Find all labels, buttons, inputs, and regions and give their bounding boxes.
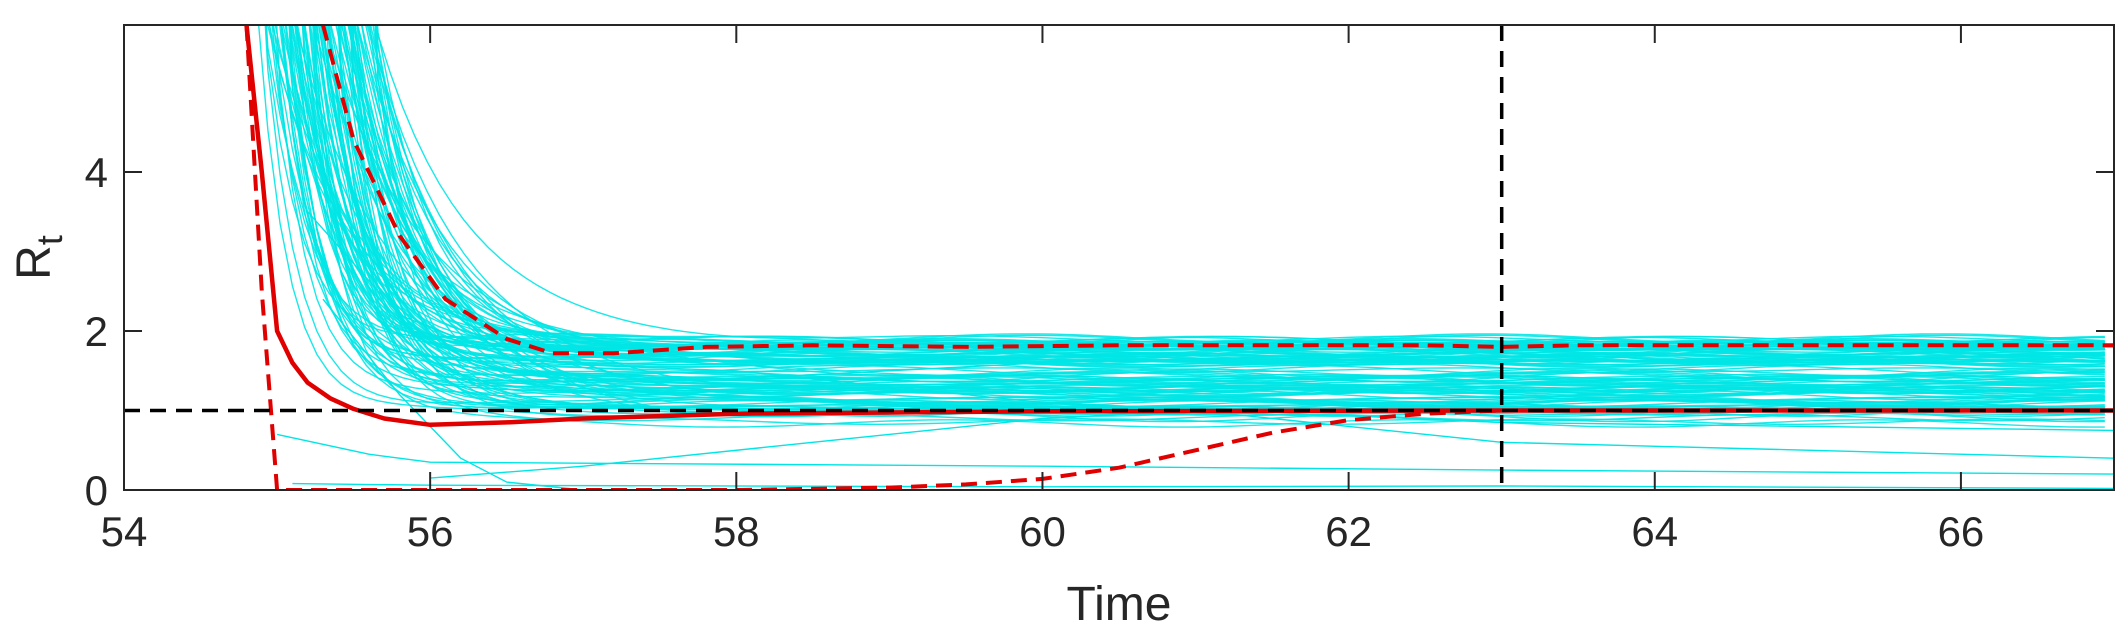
sample-line bbox=[285, 25, 2105, 365]
sample-line bbox=[338, 25, 2105, 347]
axes-box bbox=[123, 24, 2115, 491]
sample-line bbox=[268, 25, 2105, 347]
sample-line bbox=[375, 25, 2105, 358]
sample-line bbox=[374, 25, 2105, 358]
x-tick-label: 64 bbox=[1631, 508, 1678, 555]
y-tick-label: 0 bbox=[85, 467, 108, 514]
sample-line bbox=[327, 25, 2105, 392]
sample-line bbox=[320, 25, 2105, 345]
sample-line bbox=[321, 25, 2105, 353]
sample-line bbox=[324, 25, 2105, 362]
sample-line bbox=[330, 25, 2105, 366]
upper-bound-line bbox=[321, 25, 2114, 356]
sample-line bbox=[294, 25, 2105, 347]
sample-line bbox=[348, 25, 2105, 351]
sample-line bbox=[374, 25, 2105, 357]
reference-lines bbox=[124, 25, 2114, 490]
x-tick-label: 54 bbox=[101, 508, 148, 555]
sample-line bbox=[343, 25, 2105, 365]
sample-line bbox=[338, 25, 2105, 351]
sample-line bbox=[313, 25, 2105, 351]
sample-line bbox=[296, 25, 2105, 351]
sample-line bbox=[354, 25, 2105, 366]
sample-line bbox=[341, 25, 2105, 364]
sample-line bbox=[337, 25, 2105, 380]
sample-line bbox=[372, 25, 2105, 366]
plot-area bbox=[124, 25, 2114, 490]
sample-line bbox=[272, 25, 2105, 373]
y-axis-label: Rt bbox=[8, 235, 70, 280]
sample-line bbox=[360, 25, 2105, 366]
sample-line bbox=[282, 25, 2105, 350]
sample-line bbox=[295, 25, 2105, 358]
sample-line bbox=[335, 25, 2105, 347]
sample-line bbox=[361, 25, 2105, 364]
sample-line bbox=[280, 25, 2105, 353]
sample-line bbox=[322, 25, 2105, 344]
sample-line bbox=[276, 433, 2114, 475]
sample-line bbox=[271, 25, 2105, 382]
sample-line bbox=[303, 25, 2105, 386]
sample-line bbox=[374, 25, 2105, 343]
x-tick-label: 62 bbox=[1325, 508, 1372, 555]
sample-line bbox=[268, 25, 2105, 344]
x-axis: 54 56 58 60 62 64 66 bbox=[101, 25, 1985, 555]
y-tick-label: 2 bbox=[85, 308, 108, 355]
sample-line bbox=[318, 25, 2105, 344]
sample-line bbox=[295, 25, 2105, 386]
sample-line bbox=[430, 409, 2114, 479]
sample-line bbox=[291, 25, 2105, 356]
sample-line bbox=[347, 25, 2105, 423]
y-tick-label: 4 bbox=[85, 149, 108, 196]
y-axis: 0 2 4 bbox=[85, 149, 2114, 514]
sample-line bbox=[309, 25, 2105, 356]
sample-line bbox=[281, 25, 2105, 365]
x-tick-label: 58 bbox=[713, 508, 760, 555]
sample-line bbox=[280, 25, 2105, 366]
sample-line bbox=[506, 346, 2114, 380]
sample-line bbox=[356, 25, 2105, 378]
sample-line bbox=[266, 25, 2105, 345]
sample-line bbox=[352, 25, 2105, 356]
sample-line bbox=[309, 25, 2105, 350]
sample-line bbox=[302, 25, 2105, 368]
sample-line bbox=[301, 25, 2105, 347]
y-axis-label-main: R bbox=[8, 245, 61, 280]
x-tick-label: 56 bbox=[407, 508, 454, 555]
sample-line bbox=[314, 25, 2105, 402]
x-tick-label: 66 bbox=[1938, 508, 1985, 555]
sample-line bbox=[376, 25, 2105, 358]
x-axis-label: Time bbox=[1067, 578, 1172, 631]
sample-trajectories bbox=[257, 25, 2114, 490]
sample-line bbox=[313, 25, 2105, 383]
sample-line bbox=[303, 25, 2105, 355]
sample-line bbox=[284, 25, 2105, 399]
sample-line bbox=[329, 25, 2105, 350]
sample-line bbox=[271, 25, 2105, 349]
sample-line bbox=[347, 25, 2105, 395]
sample-line bbox=[290, 25, 2105, 356]
sample-line bbox=[327, 25, 2105, 373]
sample-line bbox=[374, 25, 2105, 348]
sample-line bbox=[279, 25, 2105, 375]
x-tick-label: 60 bbox=[1019, 508, 1066, 555]
sample-line bbox=[322, 298, 584, 490]
y-axis-label-subscript: t bbox=[29, 235, 70, 245]
sample-line bbox=[265, 25, 2105, 343]
sample-line bbox=[295, 25, 2105, 364]
sample-line bbox=[312, 25, 2105, 386]
sample-line bbox=[328, 25, 2105, 425]
sample-line bbox=[349, 25, 2105, 394]
y-axis-label-group: Rt bbox=[8, 235, 70, 280]
